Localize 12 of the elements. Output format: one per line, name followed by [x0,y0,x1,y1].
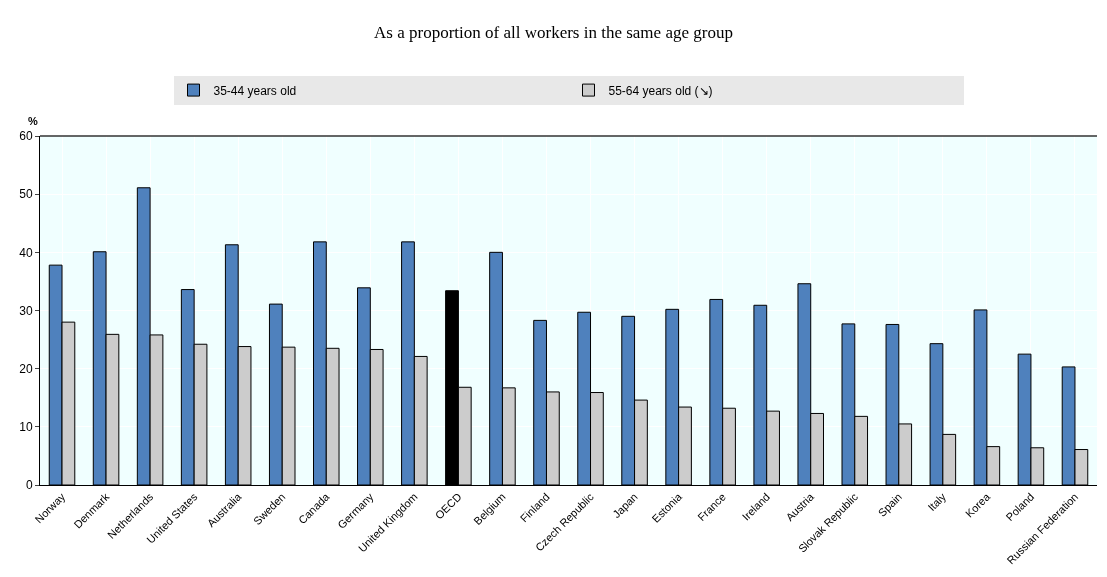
chart-title: As a proportion of all workers in the same age group [374,22,733,42]
x-tick-label: Italy [925,490,949,514]
y-tick-label: 0 [25,478,33,493]
y-tick-label: 30 [19,303,33,318]
y-tick-label: 20 [19,361,33,376]
y-tick-label: 60 [19,129,33,144]
y-tick-label: 10 [19,420,33,435]
y-tick-label: 50 [19,187,33,202]
legend-label: 35-44 years old [213,83,297,98]
legend-label: 55-64 years old (↘) [608,83,713,98]
y-axis-title: % [28,115,38,127]
y-tick-label: 40 [19,245,33,260]
